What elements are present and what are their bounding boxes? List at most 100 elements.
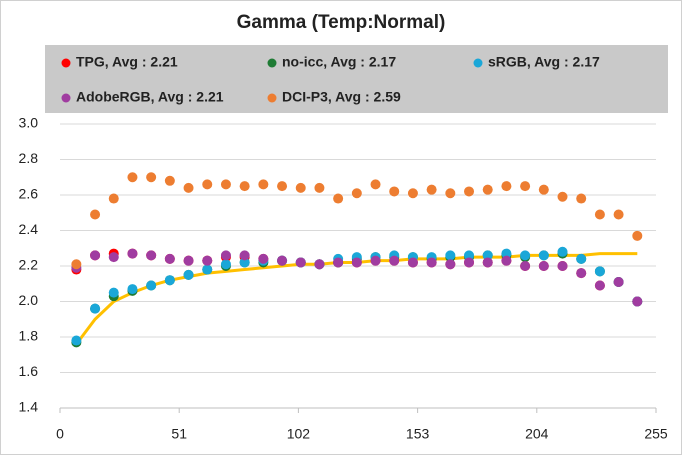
point — [258, 179, 269, 190]
y-tick-label: 1.8 — [19, 328, 39, 344]
point — [407, 257, 418, 268]
legend-label: AdobeRGB, Avg : 2.21 — [76, 89, 224, 105]
point — [538, 261, 549, 271]
point — [613, 209, 624, 220]
legend-box — [45, 45, 668, 113]
point — [258, 253, 269, 264]
point — [239, 257, 250, 268]
y-tick-label: 2.8 — [19, 150, 39, 166]
point — [183, 269, 194, 280]
point — [295, 182, 306, 193]
point — [351, 188, 362, 199]
point — [576, 193, 587, 204]
legend-marker — [61, 58, 71, 68]
point — [164, 275, 175, 286]
point — [445, 250, 456, 261]
legend-label: DCI-P3, Avg : 2.59 — [282, 89, 401, 105]
point — [146, 172, 157, 183]
point — [333, 193, 344, 204]
point — [482, 184, 493, 195]
point — [557, 246, 568, 257]
point — [370, 255, 381, 266]
point — [202, 179, 213, 190]
point — [520, 181, 531, 192]
point — [389, 186, 400, 197]
point — [445, 188, 456, 199]
legend-label: sRGB, Avg : 2.17 — [488, 54, 600, 70]
point — [426, 257, 437, 268]
point — [183, 255, 194, 266]
point — [295, 257, 306, 268]
point — [202, 264, 213, 275]
point — [127, 284, 138, 295]
point — [314, 182, 325, 193]
point — [464, 186, 475, 197]
point — [464, 257, 475, 268]
point — [220, 179, 231, 190]
point — [127, 172, 138, 183]
point — [557, 261, 568, 271]
point — [71, 335, 82, 346]
y-tick-label: 2.4 — [19, 221, 39, 237]
y-tick-label: 2.2 — [19, 257, 39, 273]
y-tick-label: 1.6 — [19, 363, 39, 379]
x-tick-label: 0 — [56, 426, 64, 442]
point — [202, 255, 213, 266]
point — [576, 253, 587, 264]
legend-marker — [267, 93, 277, 103]
x-tick-label: 255 — [644, 426, 668, 442]
point — [389, 255, 400, 266]
point — [501, 255, 512, 266]
legend-marker — [267, 58, 277, 68]
point — [351, 257, 362, 268]
point — [277, 255, 288, 266]
point — [538, 250, 549, 261]
point — [146, 280, 157, 291]
point — [464, 250, 475, 261]
point — [482, 250, 493, 261]
legend-label: TPG, Avg : 2.21 — [76, 54, 178, 70]
point — [90, 303, 101, 314]
point — [594, 266, 605, 277]
point — [90, 209, 101, 220]
point — [632, 296, 643, 307]
point — [426, 184, 437, 195]
point — [314, 259, 325, 270]
point — [594, 209, 605, 220]
legend-marker — [473, 58, 483, 68]
point — [146, 250, 157, 261]
point — [71, 259, 82, 270]
point — [538, 184, 549, 195]
y-tick-label: 3.0 — [19, 115, 39, 131]
y-tick-label: 2.0 — [19, 292, 39, 308]
x-tick-label: 102 — [287, 426, 311, 442]
point — [183, 182, 194, 193]
chart-title: Gamma (Temp:Normal) — [237, 12, 446, 33]
point — [576, 268, 587, 279]
point — [108, 193, 119, 204]
point — [220, 250, 231, 261]
point — [501, 181, 512, 192]
point — [333, 257, 344, 268]
point — [164, 253, 175, 264]
point — [239, 250, 250, 261]
point — [520, 250, 531, 261]
point — [164, 175, 175, 186]
y-tick-label: 2.6 — [19, 186, 39, 202]
y-tick-label: 1.4 — [19, 399, 39, 415]
point — [108, 252, 119, 263]
point — [501, 248, 512, 259]
point — [520, 261, 531, 271]
point — [632, 230, 643, 241]
point — [613, 276, 624, 287]
point — [594, 280, 605, 291]
point — [445, 259, 456, 270]
x-tick-label: 51 — [171, 426, 187, 442]
x-tick-label: 204 — [525, 426, 549, 442]
point — [108, 287, 119, 298]
point — [407, 188, 418, 199]
point — [277, 181, 288, 192]
legend-marker — [61, 93, 71, 103]
point — [370, 179, 381, 190]
